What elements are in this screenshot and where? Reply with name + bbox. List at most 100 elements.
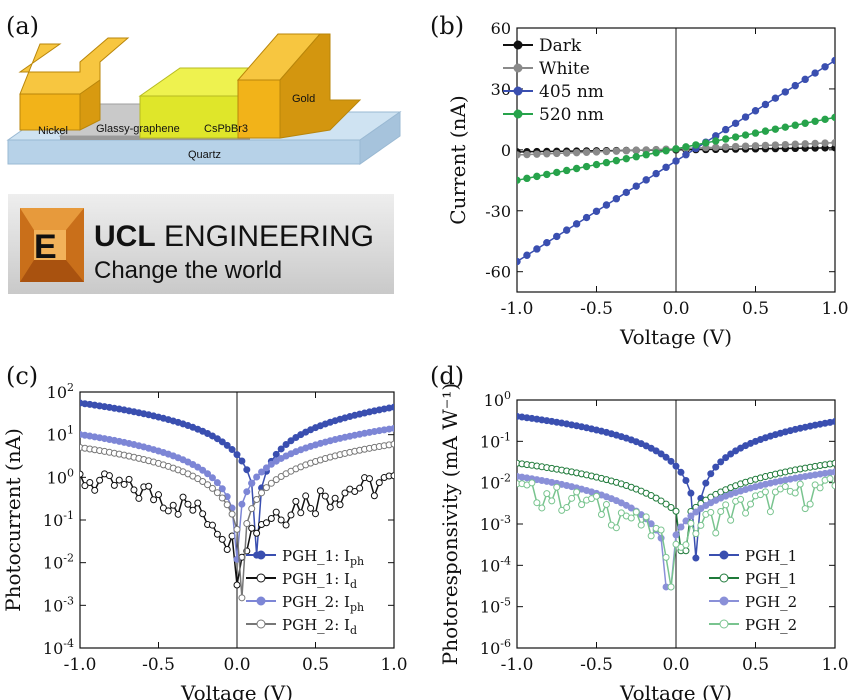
svg-text:E: E: [34, 228, 57, 266]
data-point: [218, 535, 226, 543]
data-point: [731, 119, 740, 128]
data-point: [662, 453, 670, 461]
x-tick-label: -0.5: [580, 655, 613, 675]
y-tick-label: 60: [491, 19, 511, 38]
data-point: [642, 151, 650, 159]
data-point: [602, 201, 611, 209]
y-tick-label: 102: [47, 381, 74, 402]
legend-marker: [719, 550, 729, 560]
data-point: [553, 149, 561, 158]
data-point: [667, 504, 675, 512]
data-point: [657, 526, 665, 534]
data-point: [662, 500, 670, 508]
data-point: [533, 172, 541, 181]
data-point: [582, 213, 591, 222]
data-point: [267, 479, 275, 487]
data-point: [533, 150, 541, 158]
data-point: [568, 494, 576, 502]
data-point: [543, 238, 551, 247]
x-tick-label: 0.5: [742, 299, 769, 319]
data-point: [538, 504, 546, 512]
data-point: [642, 176, 650, 184]
data-point: [243, 466, 251, 474]
data-point: [617, 509, 625, 517]
data-point: [238, 500, 246, 508]
data-point: [687, 512, 695, 520]
data-point: [811, 117, 819, 125]
y-tick-label: -60: [485, 263, 511, 282]
data-point: [223, 546, 231, 554]
x-tick-label: 1.0: [821, 299, 848, 319]
data-point: [801, 505, 809, 513]
data-point: [262, 519, 270, 527]
data-point: [174, 510, 182, 518]
data-point: [179, 493, 187, 501]
data-point: [796, 480, 804, 488]
quartz-substrate-side: [359, 111, 401, 165]
data-point: [697, 505, 705, 513]
data-point: [657, 497, 665, 505]
data-point: [233, 581, 241, 589]
data-point: [707, 508, 715, 516]
data-point: [370, 492, 378, 500]
data-point: [194, 463, 202, 471]
y-tick-label: 100: [47, 466, 74, 487]
data-point: [238, 594, 246, 602]
data-point: [712, 463, 720, 471]
plot-area: [517, 56, 835, 266]
legend-marker: [513, 40, 523, 50]
y-tick-label: 30: [491, 80, 511, 99]
data-point: [218, 494, 226, 502]
y-tick-label: 10-3: [480, 513, 511, 534]
data-point: [523, 251, 531, 259]
data-point: [811, 69, 819, 77]
y-tick-label: 10-2: [43, 552, 74, 573]
data-point: [91, 486, 99, 494]
data-point: [258, 468, 266, 476]
panel-label-c: (c): [6, 362, 38, 390]
y-tick-label: 10-6: [480, 637, 511, 658]
data-point: [233, 451, 241, 459]
legend-marker: [256, 573, 266, 583]
plot-area: [80, 399, 394, 602]
quartz-substrate-front: [7, 139, 361, 165]
data-point: [572, 220, 581, 228]
data-point: [120, 480, 128, 488]
data-point: [662, 147, 670, 155]
data-point: [272, 476, 280, 484]
legend: PGH_1 PGH_1 PGH_2 PGH_2: [709, 547, 797, 634]
data-point: [761, 127, 770, 135]
data-point: [253, 529, 261, 537]
data-point: [702, 479, 710, 487]
data-point: [702, 139, 710, 147]
legend-label: PGH_2: [745, 593, 797, 611]
legend-label: 405 nm: [539, 82, 604, 102]
logo-title: UCL ENGINEERING: [94, 220, 374, 253]
data-point: [307, 504, 315, 512]
data-point: [811, 139, 819, 148]
data-point: [562, 226, 571, 234]
data-point: [697, 521, 705, 529]
data-point: [771, 94, 780, 102]
data-point: [277, 445, 285, 453]
data-point: [573, 488, 581, 496]
y-tick-label: 10-5: [480, 596, 511, 617]
y-tick-label: -30: [485, 202, 511, 221]
legend-label: Dark: [539, 36, 582, 56]
data-point: [592, 148, 601, 156]
data-point: [692, 530, 700, 538]
data-point: [356, 484, 364, 492]
data-point: [781, 123, 790, 131]
legend-marker: [513, 63, 523, 73]
data-point: [801, 140, 809, 148]
data-point: [672, 145, 680, 153]
x-tick-label: 0.5: [742, 655, 769, 675]
data-point: [831, 468, 835, 476]
data-point: [243, 520, 251, 528]
legend-marker: [513, 109, 523, 119]
data-point: [682, 477, 690, 485]
data-point: [563, 503, 571, 511]
data-point: [727, 516, 735, 524]
data-point: [316, 487, 324, 495]
